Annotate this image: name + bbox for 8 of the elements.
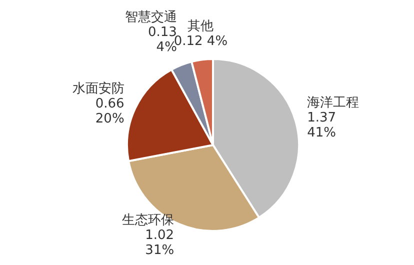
slice-label: 其他 [188, 18, 214, 34]
slice-label: 智慧交通 [124, 8, 177, 25]
slice-label: 海洋工程 [307, 96, 360, 111]
data-label: 1.37 41% [307, 110, 336, 141]
data-label: 1.02 31% [145, 228, 174, 258]
slice-label: 水面安防 [72, 80, 124, 96]
slice-label: 生态环保 [122, 212, 174, 228]
data-label: 0.66 20% [95, 96, 124, 126]
